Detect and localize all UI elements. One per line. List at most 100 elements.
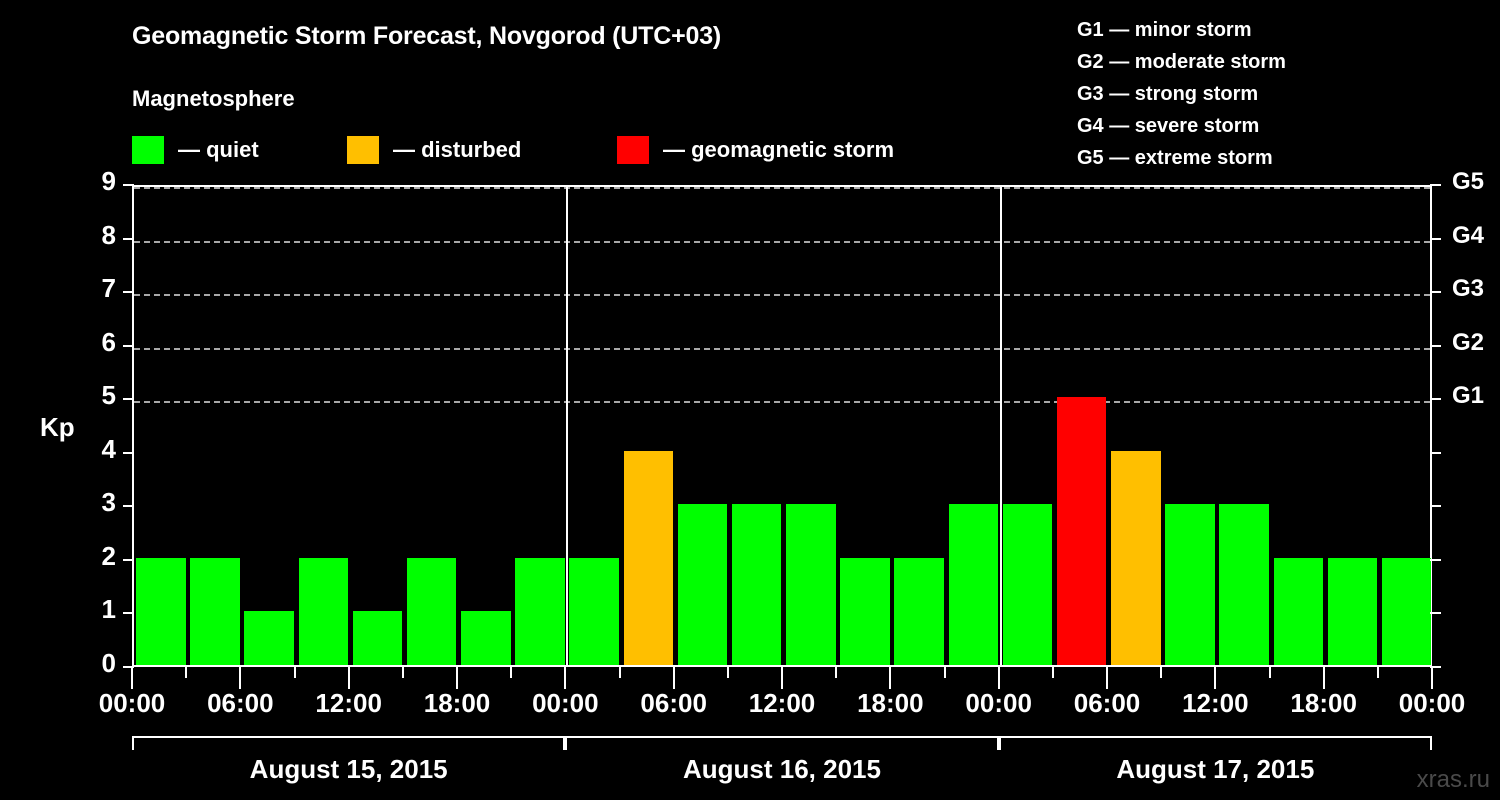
bar <box>1327 557 1378 665</box>
x-tick-minor <box>401 667 404 678</box>
date-band-label: August 15, 2015 <box>249 754 448 784</box>
x-tick-major <box>781 667 783 689</box>
legend-entry-quiet: — quiet <box>132 134 259 166</box>
y-axis-label: Kp <box>40 412 75 442</box>
bar <box>840 557 890 665</box>
bar <box>461 611 511 665</box>
x-tick-major <box>239 667 242 689</box>
g-tick-label-G3: G3 <box>1452 275 1485 303</box>
bar <box>1219 504 1269 665</box>
bar <box>677 504 728 665</box>
bar <box>731 504 782 665</box>
g-legend-row-2: G2 — moderate storm <box>1077 51 1286 73</box>
y-tick-label-5: 5 <box>101 380 116 411</box>
x-tick-major <box>564 667 567 689</box>
bar <box>623 450 674 665</box>
y-tick-mark-right-9 <box>1430 184 1441 186</box>
x-tick-major <box>889 667 892 689</box>
y-tick-label-4: 4 <box>101 433 116 464</box>
y-tick-mark-right-6 <box>1430 344 1441 347</box>
date-band-label: August 17, 2015 <box>1116 754 1315 784</box>
bar <box>298 557 349 665</box>
y-tick-mark-right-3 <box>1430 505 1441 508</box>
date-band: August 17, 2015 <box>998 736 1432 794</box>
y-tick-label-8: 8 <box>101 219 116 250</box>
y-tick-mark-left-0 <box>123 666 134 668</box>
bar <box>136 557 186 665</box>
x-tick-major <box>1431 667 1433 689</box>
bar <box>1165 504 1215 665</box>
y-tick-mark-left-3 <box>123 505 134 508</box>
legend-swatch-disturbed <box>347 136 379 164</box>
x-tick-major <box>1322 667 1325 689</box>
y-tick-mark-left-5 <box>123 398 134 401</box>
g-legend-row-1: G1 — minor storm <box>1077 19 1252 41</box>
g-legend-row-4: G4 — severe storm <box>1077 115 1260 137</box>
y-tick-mark-right-7 <box>1430 291 1441 294</box>
x-tick-major <box>1214 667 1217 689</box>
y-tick-label-3: 3 <box>101 487 116 518</box>
watermark: xras.ru <box>1416 766 1490 793</box>
x-tick-label: 12:00 <box>748 688 816 718</box>
legend-entry-disturbed: — disturbed <box>347 134 521 166</box>
x-tick-major <box>131 667 133 689</box>
bar <box>190 557 240 665</box>
gridline-kp-9 <box>134 187 1430 189</box>
plot-area <box>132 185 1432 667</box>
bar <box>1111 450 1161 665</box>
y-tick-mark-right-8 <box>1430 237 1441 240</box>
x-tick-label: 18:00 <box>423 688 491 718</box>
x-tick-label: 18:00 <box>1290 688 1357 718</box>
g-tick-label-G4: G4 <box>1452 221 1485 249</box>
gridline-kp-5 <box>134 401 1430 404</box>
y-tick-mark-right-2 <box>1430 558 1441 561</box>
g-tick-label-G5: G5 <box>1452 168 1485 195</box>
gridline-kp-8 <box>134 240 1430 243</box>
x-tick-label: 00:00 <box>1398 688 1466 718</box>
x-tick-label: 12:00 <box>315 688 382 718</box>
date-band-bracket <box>565 736 999 750</box>
legend-entry-storm: — geomagnetic storm <box>617 134 894 166</box>
bar <box>406 557 457 665</box>
y-tick-mark-left-2 <box>123 558 134 561</box>
y-tick-mark-left-4 <box>123 451 134 454</box>
x-tick-minor <box>185 667 188 678</box>
magnetosphere-label: Magnetosphere <box>132 86 295 111</box>
y-tick-label-9: 9 <box>101 166 116 196</box>
x-tick-major <box>672 667 675 689</box>
bar <box>515 557 565 665</box>
x-tick-label: 12:00 <box>1182 688 1249 718</box>
x-tick-label: 06:00 <box>207 688 274 718</box>
bar <box>894 557 944 665</box>
y-tick-label-6: 6 <box>101 326 116 357</box>
date-band: August 16, 2015 <box>565 736 999 794</box>
day-divider-1 <box>566 187 569 665</box>
y-tick-label-7: 7 <box>101 273 116 304</box>
y-tick-label-1: 1 <box>101 594 116 625</box>
x-tick-label: 00:00 <box>98 688 166 718</box>
bar <box>948 504 999 665</box>
x-tick-minor <box>1051 667 1054 678</box>
plot-inner <box>134 187 1432 665</box>
y-tick-label-0: 0 <box>101 648 116 678</box>
x-tick-minor <box>726 667 729 678</box>
y-tick-label-2: 2 <box>101 540 116 571</box>
legend-label-quiet: — quiet <box>178 137 259 162</box>
legend-label-storm: — geomagnetic storm <box>663 137 895 162</box>
date-band-label: August 16, 2015 <box>683 754 881 784</box>
x-tick-label: 00:00 <box>965 688 1032 718</box>
date-band-bracket <box>132 736 566 750</box>
x-tick-minor <box>943 667 946 678</box>
x-tick-minor <box>1268 667 1271 678</box>
bar <box>1056 397 1107 665</box>
legend-swatch-storm <box>617 136 649 164</box>
y-tick-mark-left-7 <box>123 291 134 294</box>
y-tick-mark-right-5 <box>1430 398 1441 401</box>
date-band-bracket <box>998 736 1432 750</box>
x-tick-minor <box>618 667 621 678</box>
bar <box>1002 504 1053 665</box>
y-tick-mark-right-1 <box>1430 612 1441 615</box>
y-tick-mark-left-6 <box>123 344 134 347</box>
x-tick-label: 06:00 <box>1073 688 1141 718</box>
y-tick-mark-left-8 <box>123 237 134 240</box>
